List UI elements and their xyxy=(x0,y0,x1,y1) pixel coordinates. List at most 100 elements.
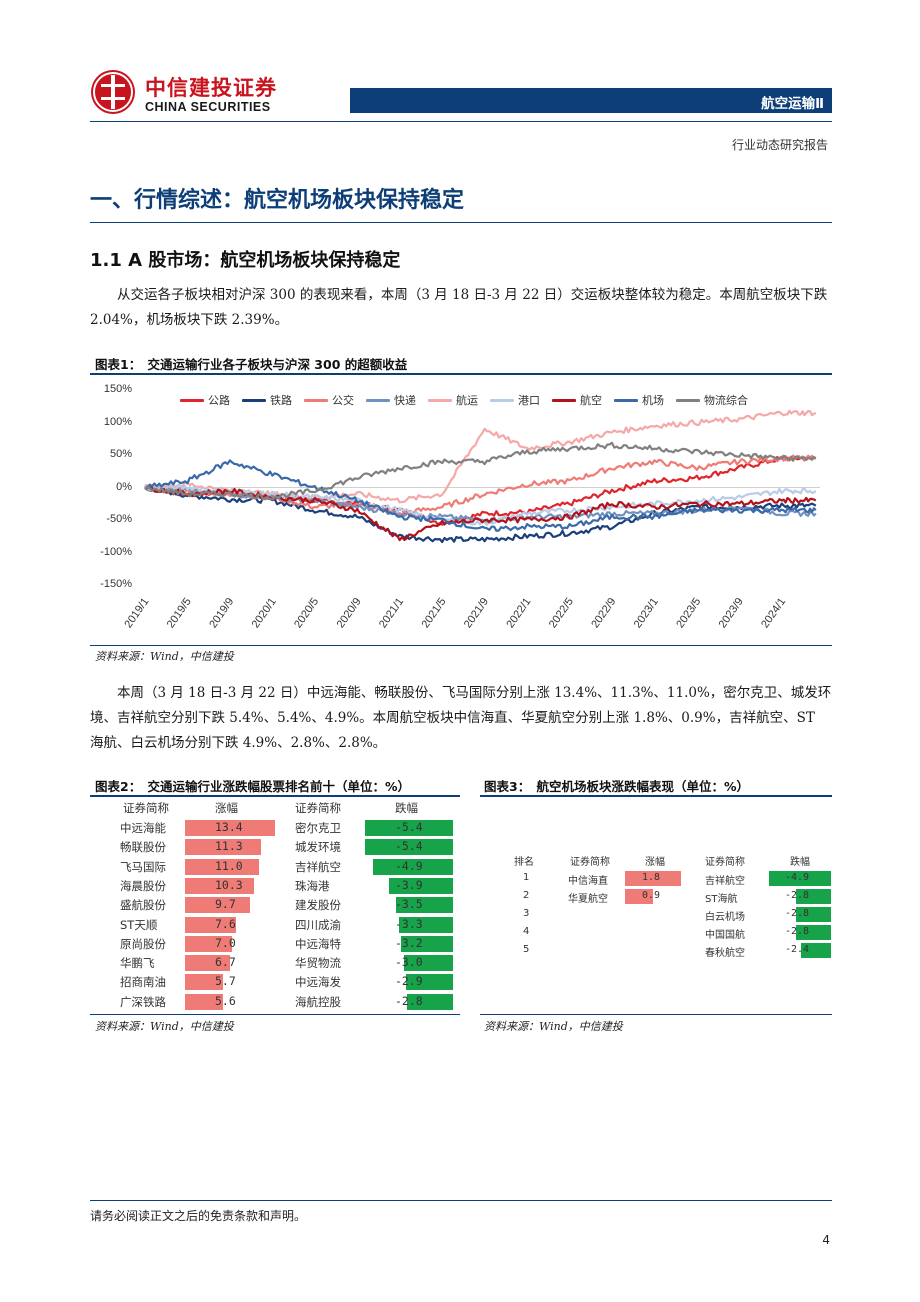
header-cell: 证券简称 xyxy=(705,857,745,868)
up-value: 5.6 xyxy=(215,993,236,1008)
down-stock-name: 春秋航空 xyxy=(705,948,745,959)
rank-cell: 5 xyxy=(523,944,530,955)
down-stock-name: 白云机场 xyxy=(705,912,745,923)
section-title: 一、行情综述：航空机场板块保持稳定 xyxy=(90,188,465,213)
section-divider xyxy=(90,222,832,223)
up-stock-name: 中远海能 xyxy=(120,821,166,835)
footer-divider xyxy=(90,1200,832,1201)
legend-item-8: 物流综合 xyxy=(676,392,748,408)
legend-label: 航运 xyxy=(456,394,478,407)
table-row: 海晨股份 10.3 珠海港 -3.9 xyxy=(95,877,455,896)
down-bar xyxy=(769,871,831,886)
up-bar xyxy=(185,839,261,856)
down-stock-name: 中远海特 xyxy=(295,936,341,951)
down-bar xyxy=(400,935,453,952)
header-cell: 证券简称 xyxy=(570,857,610,868)
legend-label: 公交 xyxy=(332,394,354,407)
legend-swatch xyxy=(676,398,700,402)
figure3-top-rule xyxy=(480,795,832,797)
figure1-bottom-rule xyxy=(90,645,832,646)
down-value: -2.9 xyxy=(395,974,423,989)
legend-item-1: 铁路 xyxy=(242,392,292,408)
up-stock-name: 原尚股份 xyxy=(120,936,166,951)
down-bar xyxy=(395,897,453,914)
x-tick-label: 2019/9 xyxy=(207,596,236,630)
top-ten-movers-table: 证券简称 涨幅 证券简称 跌幅 中远海能 13.4 密尔克卫 -5.4 畅联股份 11.3 城发环境… xyxy=(95,799,460,1011)
legend-item-2: 公交 xyxy=(304,392,354,408)
down-bar xyxy=(795,907,831,922)
x-tick-label: 2022/5 xyxy=(547,596,576,630)
logo-cn-text: 中信建投证券 xyxy=(145,76,277,100)
legend-label: 港口 xyxy=(518,394,540,407)
legend-label: 铁路 xyxy=(270,394,292,407)
legend-item-7: 机场 xyxy=(614,392,664,408)
up-stock-name: ST天顺 xyxy=(120,917,158,932)
up-bar xyxy=(185,877,255,894)
table-row: 原尚股份 7.0 中远海特 -3.2 xyxy=(95,935,455,954)
company-logo-icon xyxy=(91,70,135,114)
legend-swatch xyxy=(490,398,514,402)
down-value: -3.0 xyxy=(395,955,423,970)
down-value: -5.4 xyxy=(395,820,423,834)
y-tick-label: 50% xyxy=(109,448,132,460)
page-number: 4 xyxy=(822,1233,830,1247)
legend-swatch xyxy=(614,398,638,402)
down-value: -2.8 xyxy=(785,890,810,901)
down-value: -4.9 xyxy=(395,858,423,873)
up-value: 7.0 xyxy=(215,935,236,950)
down-stock-name: 海航控股 xyxy=(295,994,341,1009)
up-stock-name: 华夏航空 xyxy=(568,894,608,905)
down-bar xyxy=(373,858,453,875)
legend-label: 航空 xyxy=(580,394,602,407)
down-stock-name: 四川成渝 xyxy=(295,917,341,932)
down-stock-name: 建发股份 xyxy=(295,898,341,913)
down-bar xyxy=(795,889,831,904)
up-stock-name: 广深铁路 xyxy=(120,994,166,1009)
series-line-6 xyxy=(144,484,817,542)
up-bar xyxy=(185,935,232,952)
down-value: -2.4 xyxy=(785,944,810,955)
up-bar xyxy=(185,974,224,991)
legend-swatch xyxy=(304,398,328,402)
figure3-bottom-rule xyxy=(480,1014,832,1015)
down-value: -2.8 xyxy=(785,926,810,937)
legend-label: 机场 xyxy=(642,394,664,407)
up-stock-name: 飞马国际 xyxy=(120,859,166,874)
legend-item-5: 港口 xyxy=(490,392,540,408)
up-value: 0.9 xyxy=(642,890,661,901)
down-bar xyxy=(404,955,453,972)
down-stock-name: ST海航 xyxy=(705,894,738,905)
figure2-source: 资料来源：Wind，中信建投 xyxy=(95,1020,234,1033)
figure1-top-rule xyxy=(90,373,832,375)
up-value: 10.3 xyxy=(215,877,243,892)
down-bar xyxy=(399,916,453,933)
table-row: 招商南油 5.7 中远海发 -2.9 xyxy=(95,973,455,992)
header-cell: 涨幅 xyxy=(645,857,665,868)
down-bar xyxy=(800,943,831,958)
legend-swatch xyxy=(552,398,576,402)
x-tick-label: 2023/5 xyxy=(674,596,703,630)
logo-en-text: CHINA SECURITIES xyxy=(145,100,271,114)
report-type: 行业动态研究报告 xyxy=(731,138,828,152)
x-tick-label: 2020/1 xyxy=(250,596,279,630)
up-bar xyxy=(185,897,251,914)
chart-legend: 公路 铁路 公交 快递 航运 港口 航空 机场 物流综合 xyxy=(180,392,830,408)
y-tick-label: 100% xyxy=(103,415,132,428)
header-sector-bar: 航空运输Ⅱ xyxy=(350,88,832,113)
x-tick-label: 2021/9 xyxy=(462,596,491,630)
y-tick-label: 150% xyxy=(103,383,132,395)
down-value: -3.9 xyxy=(395,877,423,892)
down-bar xyxy=(365,839,453,856)
table-row: ST天顺 7.6 四川成渝 -3.3 xyxy=(95,916,455,935)
legend-label: 公路 xyxy=(208,394,230,407)
legend-swatch xyxy=(180,398,204,402)
table-row: 盛航股份 9.7 建发股份 -3.5 xyxy=(95,896,455,915)
legend-swatch xyxy=(242,398,266,402)
legend-item-0: 公路 xyxy=(180,392,230,408)
rank-cell: 1 xyxy=(523,872,530,883)
aviation-airport-table: 排名 证券简称 涨幅 证券简称 跌幅 1 中信海直 1.8 吉祥航空 -4.9 2 华夏航空 0.9 ST… xyxy=(480,848,832,968)
header-cell: 涨幅 xyxy=(215,801,238,815)
table-row: 广深铁路 5.6 海航控股 -2.8 xyxy=(95,993,455,1012)
header-cell: 证券简称 xyxy=(295,801,341,815)
up-value: 11.3 xyxy=(215,839,243,854)
